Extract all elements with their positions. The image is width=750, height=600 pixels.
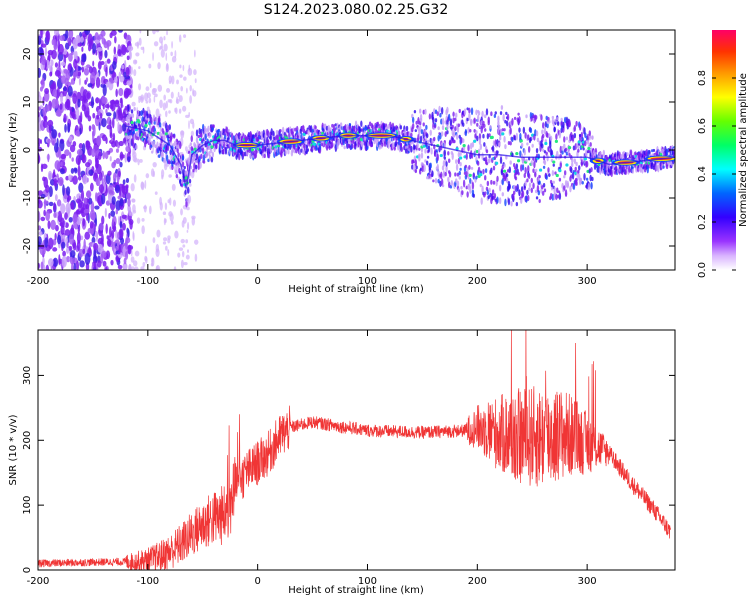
y-tick-label: 0: [22, 567, 33, 573]
x-tick-label: 200: [468, 576, 487, 587]
x-tick-label: -100: [136, 276, 159, 287]
x-tick-label: 0: [254, 576, 260, 587]
x-tick-label: -100: [136, 576, 159, 587]
y-tick-label: 0: [22, 147, 33, 153]
spectrogram-ylabel: Frequency (Hz): [8, 112, 19, 188]
x-tick-label: -200: [27, 576, 50, 587]
figure-title: S124.2023.080.02.25.G32: [264, 2, 449, 18]
colorbar-tick-label: 0.8: [697, 70, 708, 86]
x-tick-label: 100: [358, 276, 377, 287]
spectrogram-image: [38, 30, 675, 270]
colorbar: 0.0 0.2 0.4 0.6 0.8 Normalized spectral ampl…: [697, 30, 749, 278]
snr-xlabel: Height of straight line (km): [288, 585, 424, 596]
x-tick-label: 300: [578, 276, 597, 287]
snr-series-line: [38, 330, 671, 570]
y-tick-label: 300: [22, 366, 33, 385]
colorbar-label: Normalized spectral amplitude: [738, 73, 749, 227]
colorbar-ticks: 0.0 0.2 0.4 0.6 0.8: [697, 70, 736, 278]
x-tick-label: 200: [468, 276, 487, 287]
y-tick-label: 10: [22, 96, 33, 109]
snr-ticks: -200 -100 0 100 200 300 0 100 200 300: [22, 330, 675, 587]
colorbar-tick-label: 0.4: [697, 166, 708, 182]
spectrogram-xlabel: Height of straight line (km): [288, 284, 424, 295]
y-tick-label: -20: [22, 238, 33, 254]
y-tick-label: 200: [22, 431, 33, 450]
x-tick-label: -200: [27, 276, 50, 287]
snr-frame: [37, 329, 676, 571]
y-tick-label: 100: [22, 496, 33, 515]
snr-ylabel: SNR (10 * v/v): [8, 414, 19, 485]
colorbar-tick-label: 0.0: [697, 262, 708, 278]
snr-panel: -200 -100 0 100 200 300 0 100 200 300 Height of s…: [8, 329, 676, 596]
colorbar-tick-label: 0.2: [697, 214, 708, 230]
y-tick-label: -10: [22, 190, 33, 206]
colorbar-tick-label: 0.6: [697, 118, 708, 134]
y-tick-label: 20: [22, 48, 33, 61]
x-tick-label: 100: [358, 576, 377, 587]
colorbar-gradient: [712, 30, 736, 270]
x-tick-label: 300: [578, 576, 597, 587]
x-tick-label: 0: [254, 276, 260, 287]
